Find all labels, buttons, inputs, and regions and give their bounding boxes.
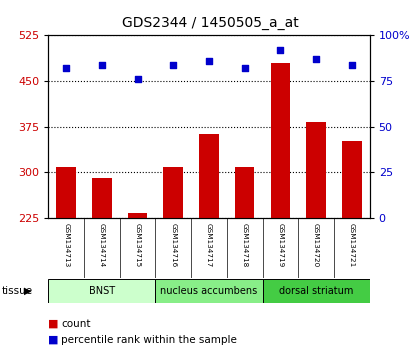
Text: GSM134721: GSM134721 <box>349 223 355 267</box>
Text: ■: ■ <box>48 335 59 345</box>
Point <box>170 62 177 67</box>
Text: ■: ■ <box>48 319 59 329</box>
Text: GSM134720: GSM134720 <box>313 223 319 267</box>
Bar <box>342 141 362 218</box>
Bar <box>306 122 326 218</box>
Text: GSM134715: GSM134715 <box>134 223 141 267</box>
Bar <box>270 63 290 218</box>
Point <box>277 47 284 53</box>
Text: nucleus accumbens: nucleus accumbens <box>160 286 257 296</box>
Bar <box>92 178 112 218</box>
Point <box>134 76 141 82</box>
Text: count: count <box>61 319 90 329</box>
Bar <box>163 167 183 218</box>
Point <box>206 58 212 64</box>
Point <box>349 62 355 67</box>
Bar <box>199 135 219 218</box>
Point <box>98 62 105 67</box>
Text: GSM134713: GSM134713 <box>63 223 69 267</box>
Text: GDS2344 / 1450505_a_at: GDS2344 / 1450505_a_at <box>122 16 298 30</box>
Text: GSM134717: GSM134717 <box>206 223 212 267</box>
Bar <box>56 167 76 218</box>
Text: GSM134719: GSM134719 <box>277 223 284 267</box>
Point <box>312 56 319 62</box>
Text: percentile rank within the sample: percentile rank within the sample <box>61 335 237 345</box>
Point <box>63 65 70 71</box>
Text: GSM134714: GSM134714 <box>99 223 105 267</box>
Text: dorsal striatum: dorsal striatum <box>279 286 353 296</box>
Point <box>241 65 248 71</box>
FancyBboxPatch shape <box>155 279 262 303</box>
Text: GSM134716: GSM134716 <box>170 223 176 267</box>
Text: ▶: ▶ <box>24 286 31 296</box>
Text: GSM134718: GSM134718 <box>241 223 248 267</box>
Bar <box>235 167 255 218</box>
Bar <box>128 213 147 218</box>
Text: tissue: tissue <box>2 286 33 296</box>
FancyBboxPatch shape <box>262 279 370 303</box>
FancyBboxPatch shape <box>48 279 155 303</box>
Text: BNST: BNST <box>89 286 115 296</box>
